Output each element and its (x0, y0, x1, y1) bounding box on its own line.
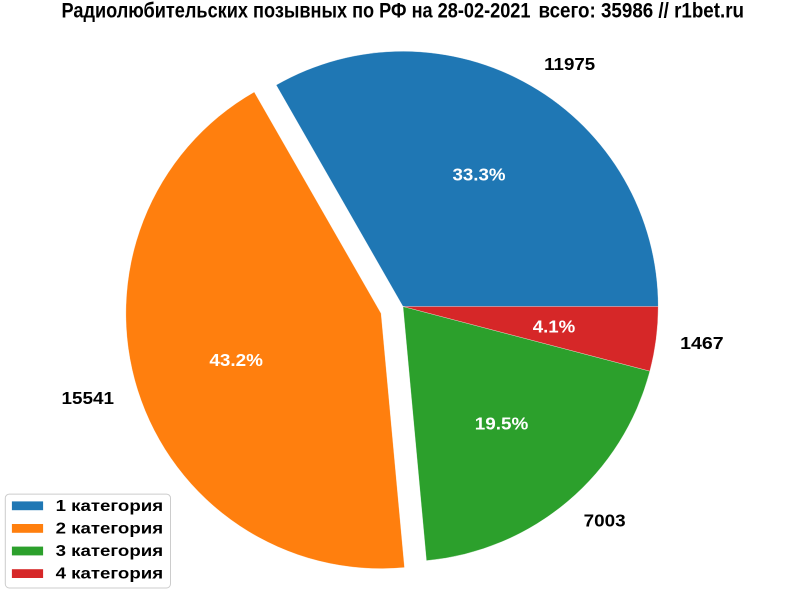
svg-text:2 категория: 2 категория (56, 521, 164, 538)
svg-text:11975: 11975 (544, 54, 595, 74)
svg-text:33.3%: 33.3% (453, 164, 506, 184)
svg-text:3 категория: 3 категория (56, 543, 164, 560)
svg-text:1467: 1467 (680, 333, 724, 353)
svg-text:Радиолюбительских позывных по: Радиолюбительских позывных по РФ на 28-0… (62, 0, 531, 23)
svg-text:7003: 7003 (584, 511, 626, 531)
svg-text:15541: 15541 (62, 388, 115, 408)
svg-text:19.5%: 19.5% (475, 414, 529, 434)
svg-text:43.2%: 43.2% (209, 350, 263, 370)
svg-text:всего: 35986 // r1bet.ru: всего: 35986 // r1bet.ru (539, 0, 745, 23)
svg-text:4.1%: 4.1% (533, 316, 576, 336)
svg-text:4 категория: 4 категория (56, 566, 164, 583)
svg-text:1 категория: 1 категория (56, 498, 164, 515)
